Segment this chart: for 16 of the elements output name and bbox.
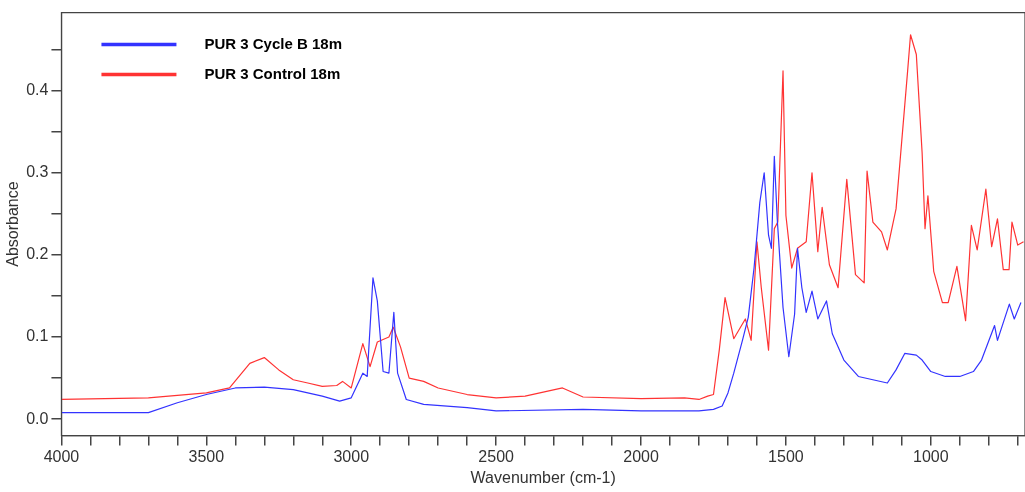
x-tick-label: 4000 — [43, 447, 80, 465]
x-tick-label: 3000 — [333, 447, 370, 465]
y-tick-label: 0.1 — [26, 327, 49, 345]
x-tick-label: 2500 — [478, 447, 515, 465]
x-axis-title: Wavenumber (cm-1) — [470, 468, 616, 486]
x-tick-label: 3500 — [188, 447, 225, 465]
legend-label: PUR 3 Control 18m — [204, 64, 341, 82]
legend-label: PUR 3 Cycle B 18m — [204, 34, 343, 52]
y-tick-label: 0.2 — [26, 245, 49, 263]
y-tick-label: 0.4 — [26, 81, 49, 99]
y-axis-title: Absorbance — [4, 181, 22, 267]
y-tick-label: 0.0 — [26, 409, 49, 427]
x-tick-label: 1500 — [768, 447, 804, 465]
x-tick-label: 1000 — [913, 447, 949, 465]
y-tick-label: 0.3 — [26, 163, 49, 181]
x-tick-label: 2000 — [623, 447, 659, 465]
